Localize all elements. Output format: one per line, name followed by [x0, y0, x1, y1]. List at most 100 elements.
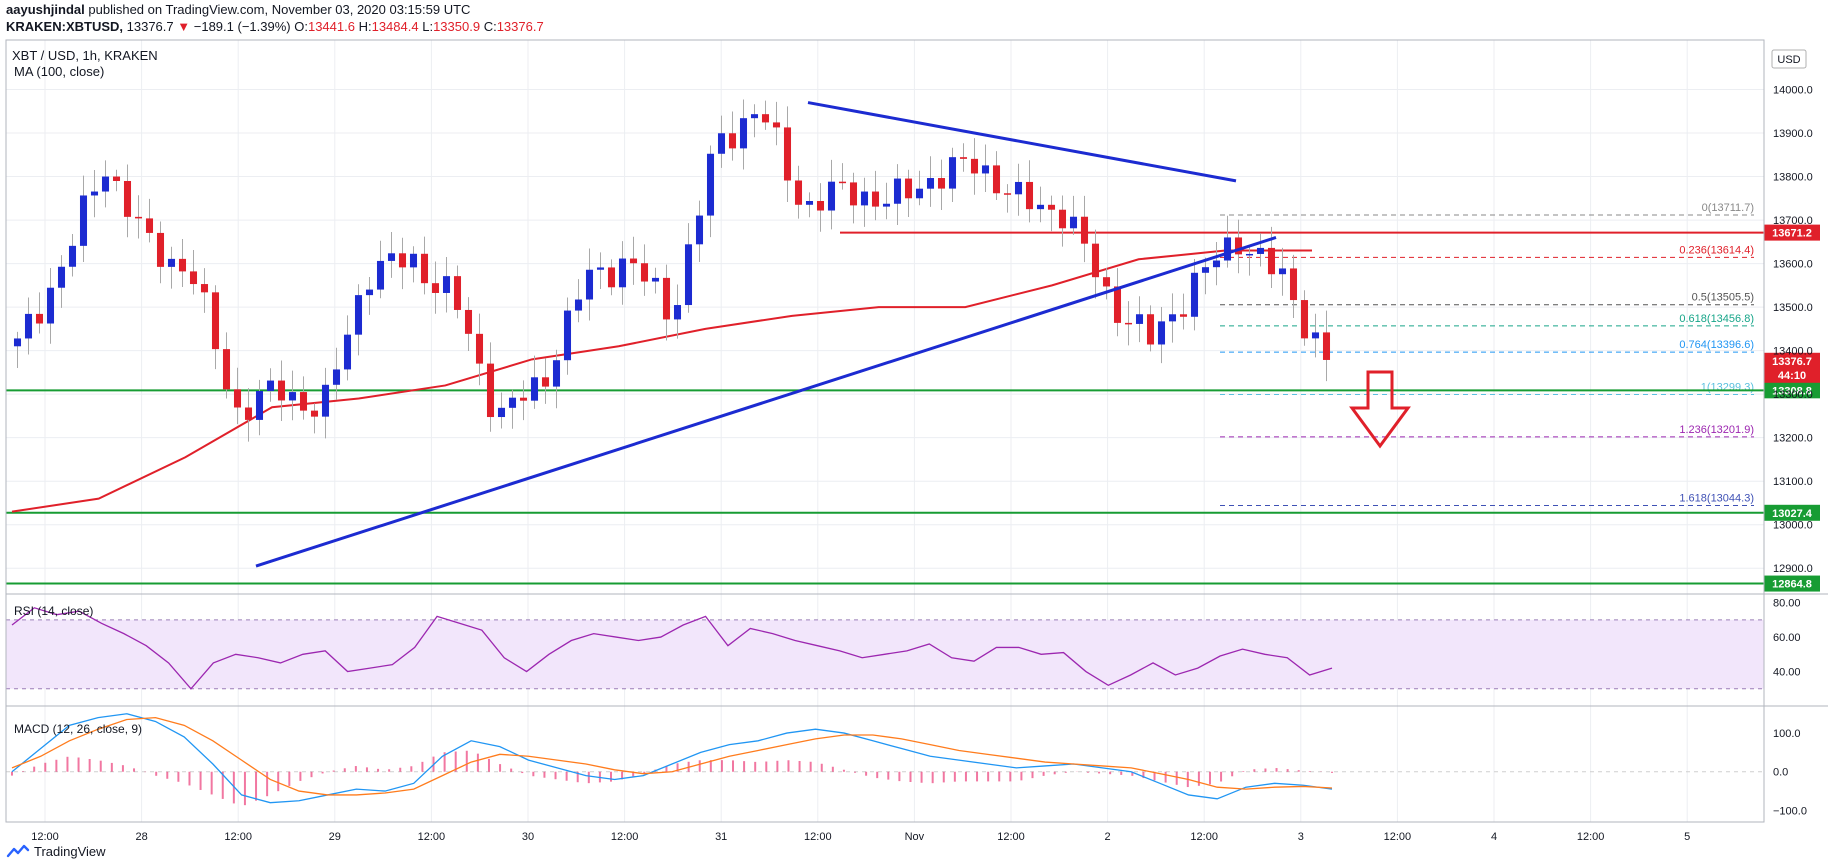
candle-body: [1168, 314, 1177, 322]
candle-body: [189, 271, 198, 285]
open-value: 13441.6: [307, 19, 355, 34]
candle-body: [420, 253, 429, 284]
grid: [6, 40, 1764, 822]
candle-body: [354, 295, 363, 335]
chart-canvas[interactable]: 0(13711.7) 0.236(13614.4) 0.5(13505.5) 0.61…: [0, 36, 1828, 868]
candle-body: [365, 289, 374, 296]
candle-body: [1014, 181, 1023, 195]
currency-box[interactable]: [1771, 49, 1807, 69]
candle-body: [68, 245, 77, 267]
candle-body: [1179, 314, 1188, 317]
pane-frames: [5, 39, 1828, 823]
candle-body: [255, 391, 264, 420]
macd-tick-label: 0.0: [1773, 767, 1788, 779]
candle-body: [200, 284, 209, 293]
candle-body: [717, 133, 726, 154]
author-link[interactable]: aayushjindal: [6, 2, 85, 17]
fib-label-0: 0(13711.7): [1702, 202, 1754, 214]
candle-body: [398, 253, 407, 268]
symbol-label: KRAKEN:XBTUSD,: [6, 19, 123, 34]
candle-body: [156, 232, 165, 267]
support-resistance-levels[interactable]: 13671.2 13308.8 13027.4 12864.8 13376.7 44:10: [6, 224, 1820, 592]
candle-body: [948, 157, 957, 189]
candle-body: [508, 397, 517, 408]
candle-body: [134, 216, 143, 219]
descending-trendline[interactable]: [807, 101, 1237, 183]
time-tick-label: 12:00: [1577, 831, 1605, 843]
candle-body: [618, 258, 627, 288]
candle-body: [761, 114, 770, 123]
ohlc-line: KRAKEN:XBTUSD, 13376.7 ▼ −189.1 (−1.39%)…: [6, 19, 544, 34]
time-tick-label: 12:00: [1384, 831, 1412, 843]
price-axis[interactable]: 14000.0 13900.0 13800.0 13700.0 13600.0 13500…: [1773, 85, 1813, 818]
rsi-tick-label: 60.00: [1773, 632, 1801, 644]
candle-body: [332, 369, 341, 385]
price-tick-label: 14000.0: [1773, 85, 1813, 97]
fib-retracement[interactable]: 0(13711.7) 0.236(13614.4) 0.5(13505.5) 0.61…: [1220, 202, 1754, 506]
candle-body: [1124, 322, 1133, 325]
candle-body: [1157, 321, 1166, 345]
low-value: 13350.9: [433, 19, 481, 34]
fib-label-1.236: 1.236(13201.9): [1679, 424, 1754, 436]
fib-label-0.5: 0.5(13505.5): [1692, 292, 1754, 304]
candles: [13, 99, 1331, 442]
price-tick-label: 13000.0: [1773, 520, 1813, 532]
tradingview-brand[interactable]: TradingView: [6, 840, 106, 862]
time-tick-label: 31: [715, 831, 727, 843]
candle-body: [1212, 260, 1221, 268]
candle-body: [651, 277, 660, 282]
candle-body: [1069, 216, 1078, 229]
candle-body: [431, 283, 440, 293]
candle-body: [1091, 243, 1100, 278]
time-tick-label: 12:00: [611, 831, 639, 843]
current-price-label: 13376.7: [1772, 356, 1812, 368]
candle-body: [992, 165, 1001, 194]
fib-label-1.618: 1.618(13044.3): [1679, 492, 1754, 504]
candle-body: [673, 305, 682, 320]
candle-body: [596, 267, 605, 270]
rsi-label: RSI (14, close): [14, 604, 93, 618]
candle-body: [970, 158, 979, 174]
candle-body: [13, 338, 22, 347]
candle-body: [794, 180, 803, 205]
candle-body: [1190, 272, 1199, 317]
candle-body: [816, 200, 825, 211]
price-value: 13376.7: [126, 19, 174, 34]
candle-body: [387, 253, 396, 261]
candle-body: [211, 292, 220, 350]
candle-body: [1201, 267, 1210, 273]
candle-body: [79, 195, 88, 246]
candle-body: [882, 203, 891, 207]
resistance-line-tag: [1764, 224, 1820, 241]
time-tick-label: 12:00: [418, 831, 446, 843]
candle-body: [695, 215, 704, 245]
time-tick-label: 12:00: [31, 831, 59, 843]
brand-label: TradingView: [34, 843, 106, 859]
candle-body: [101, 176, 110, 192]
candle-body: [1080, 216, 1089, 244]
support-line-3-tag-label: 12864.8: [1772, 579, 1812, 591]
time-axis[interactable]: 12:00 28 12:00 29 12:00 30 12:00 31 12:00 Nov 12:0…: [31, 831, 1690, 843]
close-value: 13376.7: [496, 19, 544, 34]
candle-body: [1146, 314, 1155, 345]
candle-body: [497, 407, 506, 418]
candle-body: [1322, 332, 1331, 360]
plot-border: [5, 39, 1765, 823]
price-tick-label: 13800.0: [1773, 172, 1813, 184]
support-line-1-tag-label: 13308.8: [1772, 385, 1812, 397]
candle-body: [1135, 314, 1144, 324]
candle-body: [244, 407, 253, 420]
price-tick-label: 12900.0: [1773, 563, 1813, 575]
price-tick-label: 13700.0: [1773, 215, 1813, 227]
macd-tick-label: −100.0: [1773, 805, 1807, 817]
time-tick-label: 4: [1491, 831, 1497, 843]
candle-body: [475, 333, 484, 364]
candle-body: [486, 363, 495, 418]
down-arrow-annotation: [1349, 370, 1411, 449]
macd-label: MACD (12, 26, close, 9): [14, 722, 142, 736]
candle-body: [772, 122, 781, 128]
candle-body: [706, 153, 715, 216]
candle-body: [442, 276, 451, 293]
currency-label[interactable]: USD: [1777, 54, 1800, 66]
ascending-trendline[interactable]: [255, 236, 1277, 568]
